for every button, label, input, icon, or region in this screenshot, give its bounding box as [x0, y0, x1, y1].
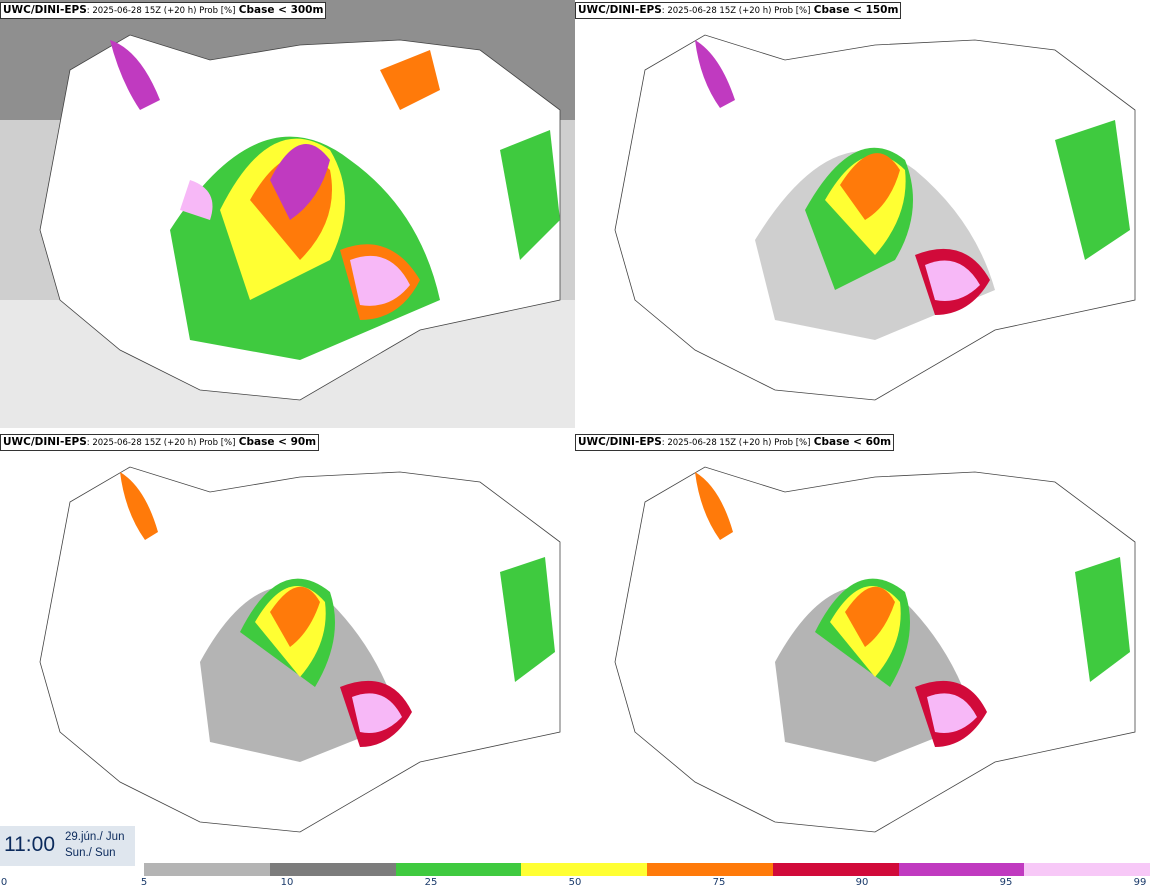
valid-time-box: 11:00 29.jún./ Jun Sun./ Sun [0, 826, 135, 866]
colorbar-tick-label: 90 [855, 877, 869, 888]
valid-time: 11:00 [4, 833, 55, 856]
colorbar-segment [898, 863, 1025, 876]
probability-map [0, 432, 575, 860]
colorbar-segment [521, 863, 648, 876]
panel-title: UWC/DINI-EPS: 2025-06-28 15Z (+20 h) Pro… [575, 434, 895, 451]
colorbar-segment [772, 863, 899, 876]
colorbar-tick-label: 5 [140, 877, 148, 888]
colorbar [144, 863, 1150, 876]
colorbar-segment [269, 863, 396, 876]
colorbar-tick-label: 25 [424, 877, 438, 888]
probability-map [575, 432, 1150, 860]
map-panel-90m: UWC/DINI-EPS: 2025-06-28 15Z (+20 h) Pro… [0, 432, 575, 860]
map-panel-60m: UWC/DINI-EPS: 2025-06-28 15Z (+20 h) Pro… [575, 432, 1150, 860]
colorbar-segment [1024, 863, 1150, 876]
colorbar-tick-label: 99 [1133, 877, 1147, 888]
panel-title: UWC/DINI-EPS: 2025-06-28 15Z (+20 h) Pro… [0, 2, 327, 19]
colorbar-segment [395, 863, 522, 876]
valid-day: Sun./ Sun [65, 847, 116, 859]
probability-map [0, 0, 575, 428]
panel-title: UWC/DINI-EPS: 2025-06-28 15Z (+20 h) Pro… [575, 2, 902, 19]
map-panel-150m: UWC/DINI-EPS: 2025-06-28 15Z (+20 h) Pro… [575, 0, 1150, 428]
colorbar-segment [144, 863, 271, 876]
map-panel-300m: UWC/DINI-EPS: 2025-06-28 15Z (+20 h) Pro… [0, 0, 575, 428]
colorbar-tick-label: 50 [568, 877, 582, 888]
probability-map [575, 0, 1150, 428]
colorbar-tick-label: 75 [712, 877, 726, 888]
valid-date: 29.jún./ Jun [65, 831, 125, 843]
colorbar-tick-label: 95 [999, 877, 1013, 888]
colorbar-tick-label: 10 [280, 877, 294, 888]
colorbar-segment [647, 863, 774, 876]
colorbar-tick-label: 0 [0, 877, 8, 888]
panel-title: UWC/DINI-EPS: 2025-06-28 15Z (+20 h) Pro… [0, 434, 320, 451]
